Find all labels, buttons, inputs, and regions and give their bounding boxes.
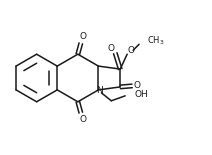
Text: O: O xyxy=(79,115,86,124)
Text: OH: OH xyxy=(134,90,148,99)
Text: O: O xyxy=(79,32,86,41)
Text: O: O xyxy=(128,46,135,55)
Text: N: N xyxy=(96,86,103,95)
Text: CH$_3$: CH$_3$ xyxy=(147,34,165,47)
Text: O: O xyxy=(134,81,141,90)
Text: O: O xyxy=(108,44,115,53)
